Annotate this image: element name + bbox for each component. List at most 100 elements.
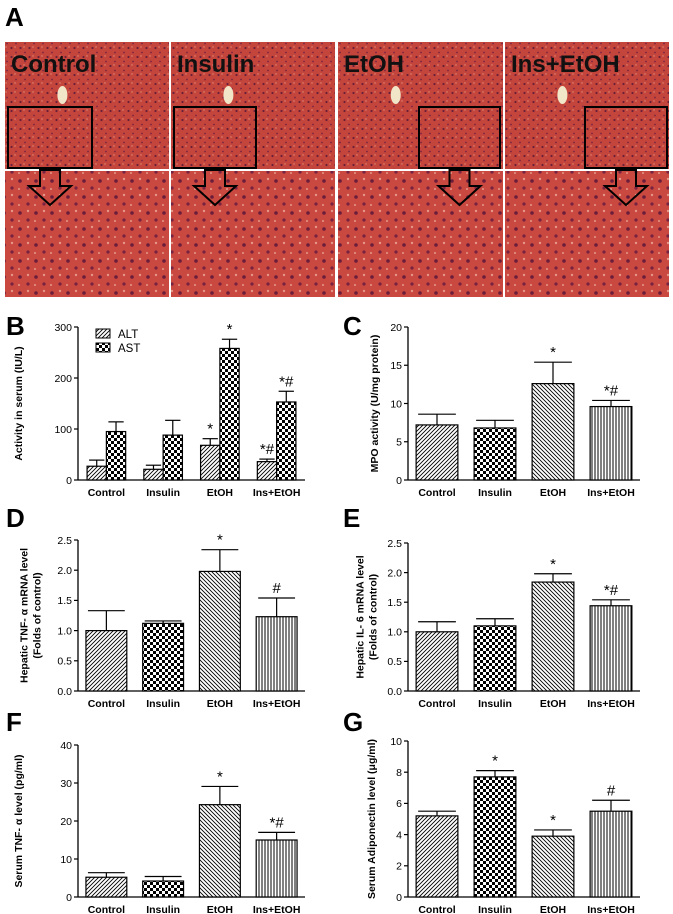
significance-label: * (227, 321, 233, 338)
significance-label: * (217, 768, 223, 785)
y-tick-label: 5 (396, 437, 402, 449)
significance-label: *# (604, 382, 619, 399)
chart-c-mpo: 0 5 10 15 20 MPO activity (U/mg protein) Contr… (369, 322, 640, 499)
y-tick-label: 0.5 (387, 656, 402, 668)
zoom-arrow (26, 169, 74, 207)
bar (162, 434, 184, 481)
bar (85, 629, 128, 692)
bar (255, 616, 298, 692)
significance-label: * (492, 753, 498, 770)
x-tick-label: Ins+EtOH (253, 698, 301, 710)
vessel-lumen (223, 86, 234, 104)
x-tick-label: Insulin (478, 904, 512, 914)
y-tick-label: 2.0 (387, 567, 402, 579)
y-axis-label: Hepatic TNF- α mRNA level (19, 548, 31, 683)
bar (415, 424, 459, 481)
y-tick-label: 20 (60, 816, 72, 828)
x-tick-label: EtOH (207, 698, 233, 710)
bar (142, 880, 185, 898)
bar (589, 605, 633, 692)
micrograph-low (505, 42, 669, 169)
micrograph-high (338, 171, 503, 297)
x-tick-label: Control (88, 487, 125, 499)
bar (85, 876, 128, 898)
x-tick-label: Control (418, 698, 455, 710)
zoom-box (418, 106, 501, 169)
y-tick-label: 0 (66, 892, 72, 904)
significance-label: # (272, 580, 281, 597)
chart-f-serum-tnf: 0 10 20 30 40 Serum TNF- α level (pg/ml) Contr… (13, 740, 305, 914)
significance-label: *# (604, 582, 619, 599)
x-tick-label: Ins+EtOH (587, 698, 635, 710)
y-tick-label: 10 (60, 854, 72, 866)
bar (198, 570, 241, 692)
y-axis-label: MPO activity (U/mg protein) (369, 335, 381, 473)
vessel-lumen (57, 86, 68, 104)
significance-label: *# (270, 814, 285, 831)
x-tick-label: Control (418, 487, 455, 499)
y-tick-label: 8 (396, 767, 402, 779)
y-axis-label: Activity in serum (IU/L) (13, 346, 25, 460)
y-tick-label: 1.5 (57, 595, 72, 607)
zoom-arrow (435, 169, 484, 207)
x-tick-label: Control (88, 698, 125, 710)
y-axis-label: Serum TNF- α level (pg/ml) (13, 754, 25, 887)
bar (415, 631, 459, 692)
x-tick-label: EtOH (207, 487, 233, 499)
y-tick-label: 0 (66, 475, 72, 487)
micrograph-high (5, 171, 169, 297)
y-axis-label: Serum Adiponectin level (μg/ml) (366, 739, 378, 899)
y-tick-label: 40 (60, 740, 72, 752)
bar (255, 839, 298, 898)
bar (198, 804, 241, 898)
zoom-arrow (602, 169, 650, 207)
bar (415, 815, 459, 898)
y-tick-label: 2.5 (387, 538, 402, 550)
panel-label-d: D (6, 503, 25, 533)
x-tick-label: Ins+EtOH (587, 487, 635, 499)
y-tick-label: 1.0 (57, 625, 72, 637)
panel-label-e: E (343, 503, 360, 533)
y-tick-label: 100 (54, 424, 72, 436)
bar (531, 383, 575, 481)
y-axis-label: Hepatic IL- 6 mRNA level (355, 555, 367, 678)
y-tick-label: 2.0 (57, 565, 72, 577)
bar (86, 465, 107, 481)
x-tick-label: Insulin (478, 698, 512, 710)
bar (276, 401, 297, 481)
panel-label-a: A (5, 2, 24, 32)
x-tick-label: Ins+EtOH (587, 904, 635, 914)
y-axis-label: (Folds of control) (368, 574, 380, 660)
chart-g-adiponectin: 0 2 4 6 8 10 Serum Adiponectin level (μg/ml) Co… (366, 736, 640, 914)
zoom-arrow (191, 169, 239, 207)
panel-label-c: C (343, 311, 362, 341)
bar (105, 430, 127, 481)
bar (589, 810, 633, 898)
legend-label: ALT (118, 329, 138, 341)
significance-label: * (550, 344, 556, 361)
micrograph-label: Control (11, 51, 96, 78)
x-tick-label: Insulin (478, 487, 512, 499)
x-tick-label: EtOH (207, 904, 233, 914)
micrograph-low (171, 42, 335, 169)
panel-label-b: B (6, 311, 25, 341)
bar (219, 347, 240, 481)
y-axis-label: (Folds of control) (32, 572, 44, 658)
panel-label-f: F (6, 707, 22, 737)
zoom-box (584, 106, 668, 169)
y-tick-label: 4 (396, 829, 402, 841)
significance-label: *# (260, 441, 275, 458)
significance-label: * (217, 532, 223, 549)
zoom-box (173, 106, 257, 169)
x-tick-label: Ins+EtOH (253, 487, 301, 499)
micrograph-panel: Control Insulin EtOH Ins+EtOH (5, 42, 669, 297)
x-tick-label: Insulin (146, 487, 180, 499)
y-tick-label: 2.5 (57, 535, 72, 547)
x-tick-label: EtOH (540, 698, 566, 710)
x-tick-label: Control (88, 904, 125, 914)
y-tick-label: 0 (396, 475, 402, 487)
bar (256, 461, 278, 481)
panel-label-g: G (343, 707, 363, 737)
y-tick-label: 200 (54, 373, 72, 385)
y-tick-label: 6 (396, 798, 402, 810)
